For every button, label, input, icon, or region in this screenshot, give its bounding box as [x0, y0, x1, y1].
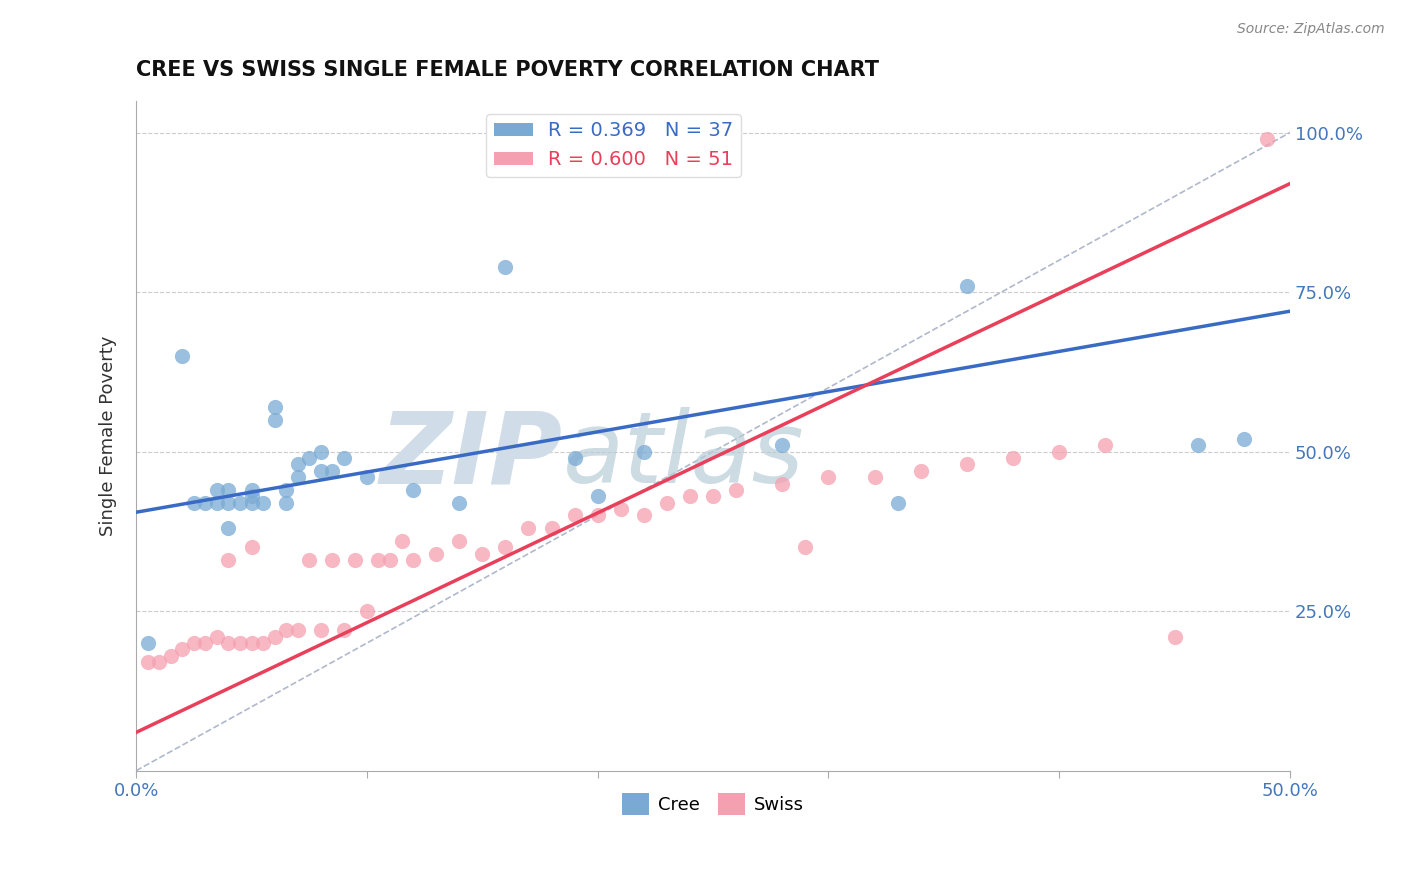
Point — [217, 483, 239, 497]
Point — [863, 470, 886, 484]
Point — [564, 508, 586, 523]
Point — [298, 450, 321, 465]
Point — [494, 260, 516, 274]
Point — [159, 648, 181, 663]
Point — [425, 547, 447, 561]
Point — [263, 400, 285, 414]
Point — [725, 483, 748, 497]
Point — [263, 413, 285, 427]
Point — [333, 450, 356, 465]
Point — [910, 464, 932, 478]
Point — [391, 533, 413, 548]
Point — [633, 444, 655, 458]
Point — [956, 278, 979, 293]
Point — [287, 470, 309, 484]
Point — [1047, 444, 1070, 458]
Point — [333, 624, 356, 638]
Point — [229, 636, 252, 650]
Point — [205, 483, 228, 497]
Point — [1094, 438, 1116, 452]
Point — [172, 349, 194, 363]
Point — [217, 636, 239, 650]
Point — [402, 483, 425, 497]
Point — [378, 553, 401, 567]
Point — [148, 655, 170, 669]
Point — [655, 496, 678, 510]
Point — [183, 496, 205, 510]
Point — [344, 553, 367, 567]
Point — [136, 636, 159, 650]
Point — [183, 636, 205, 650]
Point — [298, 553, 321, 567]
Point — [540, 521, 562, 535]
Point — [610, 502, 633, 516]
Point — [240, 489, 263, 503]
Point — [586, 508, 609, 523]
Text: Source: ZipAtlas.com: Source: ZipAtlas.com — [1237, 22, 1385, 37]
Point — [263, 630, 285, 644]
Point — [1163, 630, 1185, 644]
Point — [205, 630, 228, 644]
Point — [1002, 450, 1025, 465]
Point — [586, 489, 609, 503]
Text: ZIP: ZIP — [380, 408, 562, 504]
Point — [367, 553, 389, 567]
Point — [356, 604, 378, 618]
Point — [274, 496, 297, 510]
Point — [356, 470, 378, 484]
Point — [679, 489, 702, 503]
Point — [240, 636, 263, 650]
Point — [287, 624, 309, 638]
Point — [240, 541, 263, 555]
Point — [217, 521, 239, 535]
Point — [274, 483, 297, 497]
Point — [252, 636, 274, 650]
Point — [274, 624, 297, 638]
Point — [287, 458, 309, 472]
Point — [240, 496, 263, 510]
Point — [956, 458, 979, 472]
Point — [817, 470, 839, 484]
Point — [240, 483, 263, 497]
Point — [633, 508, 655, 523]
Point — [205, 496, 228, 510]
Point — [252, 496, 274, 510]
Point — [1233, 432, 1256, 446]
Point — [517, 521, 540, 535]
Point — [136, 655, 159, 669]
Point — [770, 438, 793, 452]
Point — [1187, 438, 1209, 452]
Point — [770, 476, 793, 491]
Point — [309, 624, 332, 638]
Point — [702, 489, 724, 503]
Point — [321, 464, 343, 478]
Point — [886, 496, 908, 510]
Point — [1256, 132, 1278, 146]
Point — [194, 636, 217, 650]
Point — [449, 533, 471, 548]
Point — [794, 541, 817, 555]
Point — [217, 496, 239, 510]
Point — [229, 496, 252, 510]
Point — [309, 444, 332, 458]
Point — [402, 553, 425, 567]
Point — [172, 642, 194, 657]
Legend: Cree, Swiss: Cree, Swiss — [614, 786, 811, 822]
Point — [564, 450, 586, 465]
Text: atlas: atlas — [562, 408, 804, 504]
Point — [449, 496, 471, 510]
Point — [309, 464, 332, 478]
Point — [321, 553, 343, 567]
Point — [494, 541, 516, 555]
Point — [471, 547, 494, 561]
Text: CREE VS SWISS SINGLE FEMALE POVERTY CORRELATION CHART: CREE VS SWISS SINGLE FEMALE POVERTY CORR… — [136, 60, 879, 79]
Point — [194, 496, 217, 510]
Point — [217, 553, 239, 567]
Y-axis label: Single Female Poverty: Single Female Poverty — [100, 335, 117, 536]
